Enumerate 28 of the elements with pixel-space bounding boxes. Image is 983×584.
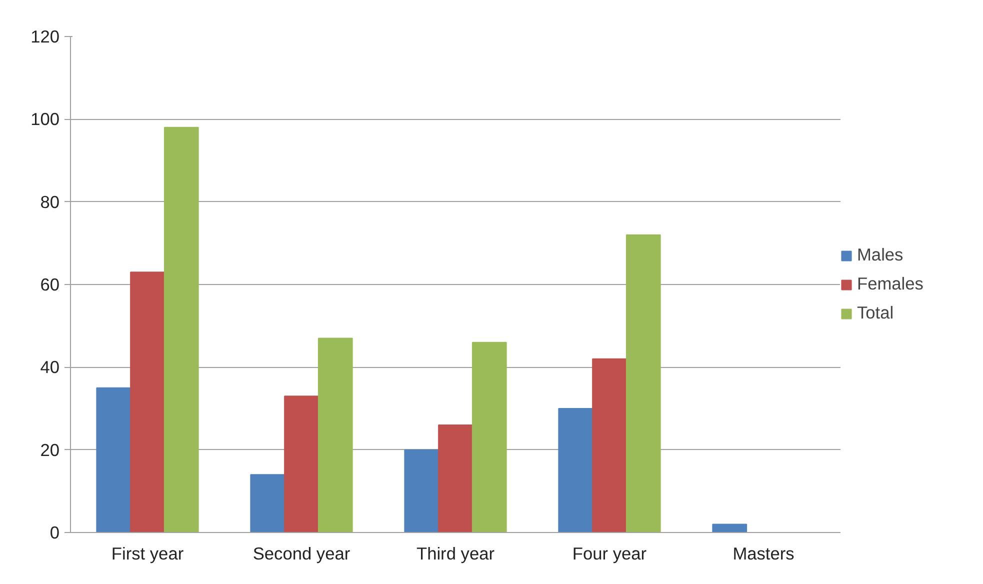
- y-tick-label: 120: [30, 26, 60, 46]
- bar: [438, 424, 473, 532]
- legend-label: Males: [857, 244, 904, 266]
- y-tick-label: 80: [40, 192, 60, 212]
- y-tick-label: 0: [50, 522, 60, 542]
- bar: [712, 524, 748, 532]
- bar: [130, 272, 165, 532]
- bar: [592, 358, 627, 532]
- x-tick-label: Masters: [732, 544, 795, 564]
- bar: [284, 396, 319, 532]
- legend-label: Total: [857, 302, 894, 324]
- x-tick-label: Four year: [572, 544, 647, 564]
- bar: [96, 387, 132, 532]
- legend-label: Females: [857, 274, 924, 294]
- y-tick-label: 100: [30, 109, 60, 130]
- x-tick-label: Third year: [416, 544, 495, 564]
- bar: [558, 408, 594, 532]
- y-tick-label: 20: [40, 440, 60, 460]
- x-tick-label: First year: [111, 544, 184, 564]
- bar: [404, 449, 440, 532]
- bar: [250, 474, 286, 532]
- x-tick-label: Second year: [252, 544, 350, 564]
- bar: [472, 342, 507, 532]
- bar: [626, 234, 661, 532]
- y-tick-label: 60: [40, 274, 60, 294]
- bar: [318, 338, 353, 532]
- bar: [164, 126, 199, 532]
- y-tick-label: 40: [40, 357, 60, 378]
